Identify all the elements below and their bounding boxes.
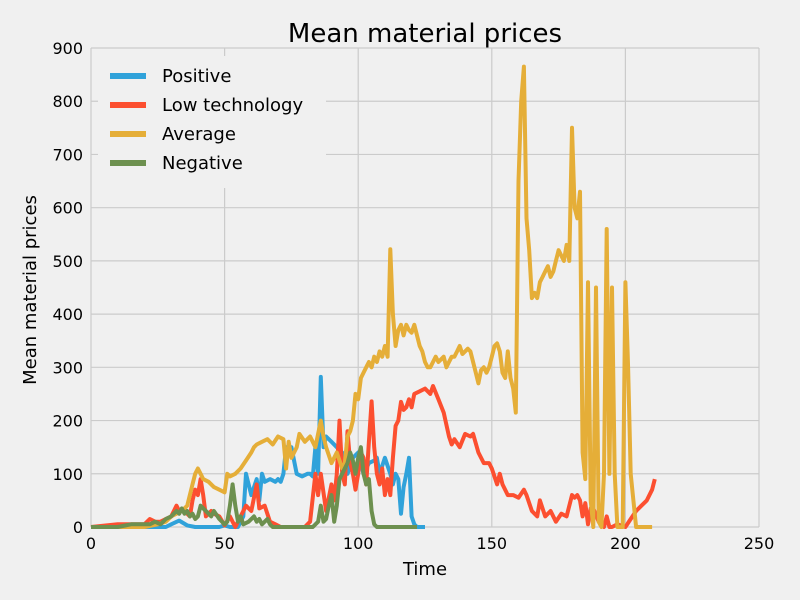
y-tick-label: 700 xyxy=(52,145,83,164)
y-tick-label: 300 xyxy=(52,358,83,377)
y-axis-label: Mean material prices xyxy=(20,195,41,385)
x-tick-label: 50 xyxy=(214,534,234,553)
series-lines xyxy=(90,64,657,529)
series-line-negative xyxy=(91,445,417,529)
legend-label-low-technology: Low technology xyxy=(162,95,303,116)
y-tick-label: 900 xyxy=(52,39,83,58)
y-tick-label: 400 xyxy=(52,305,83,324)
y-tick-label: 100 xyxy=(52,465,83,484)
series-line-average xyxy=(91,64,653,529)
legend: Positive Low technology Average Negative xyxy=(98,56,326,188)
x-tick-label: 100 xyxy=(343,534,374,553)
y-tick-label: 600 xyxy=(52,199,83,218)
tick-labels: 0 50 100 150 200 250 0 100 200 300 400 500 600 700 800… xyxy=(52,39,774,553)
x-tick-label: 200 xyxy=(610,534,641,553)
y-tick-label: 200 xyxy=(52,412,83,431)
legend-label-positive: Positive xyxy=(162,66,231,87)
x-tick-label: 150 xyxy=(477,534,508,553)
x-tick-label: 0 xyxy=(86,534,96,553)
x-axis-label: Time xyxy=(402,559,447,580)
chart-title: Mean material prices xyxy=(288,19,562,49)
x-tick-label: 250 xyxy=(744,534,775,553)
legend-label-average: Average xyxy=(162,124,236,145)
legend-label-negative: Negative xyxy=(162,153,243,174)
y-tick-label: 500 xyxy=(52,252,83,271)
y-tick-label: 0 xyxy=(73,518,83,537)
y-tick-label: 800 xyxy=(52,92,83,111)
